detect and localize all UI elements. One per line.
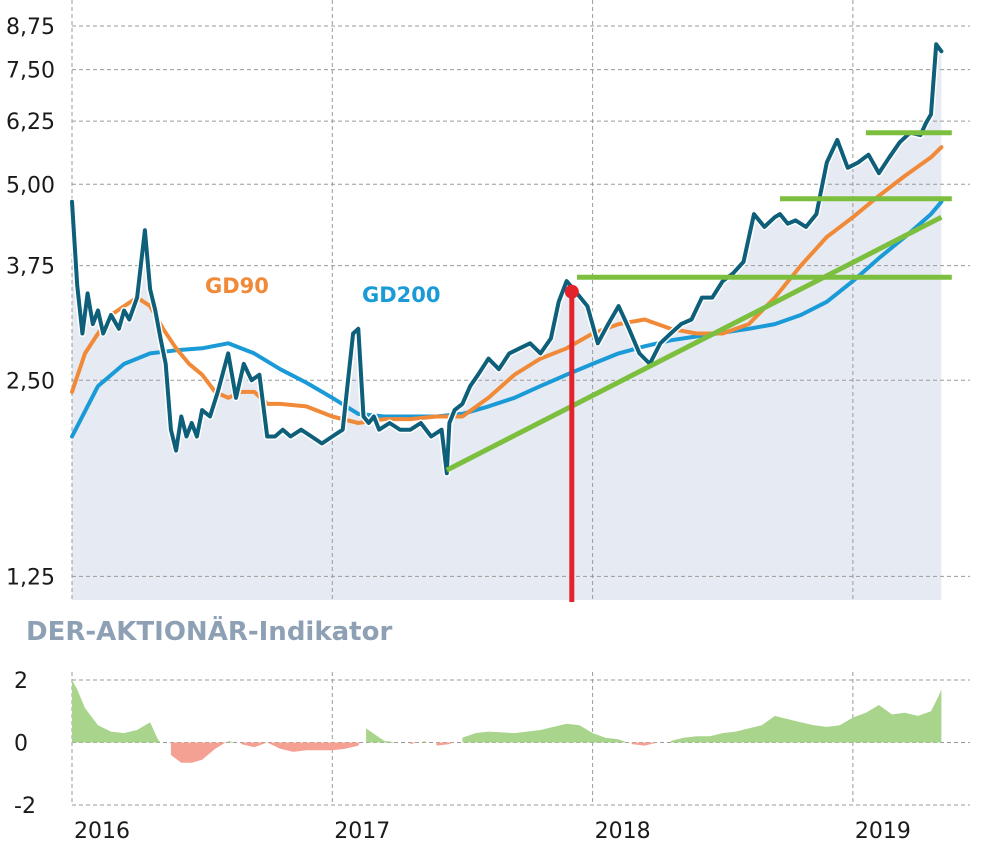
- buy-signal: [564, 284, 579, 602]
- indicator-positive-area: [366, 728, 398, 743]
- signal-dot: [564, 284, 579, 299]
- x-tick-label: 2019: [855, 819, 911, 844]
- gd200-label: GD200: [362, 283, 441, 307]
- indicator-positive-area: [72, 680, 161, 743]
- indicator-negative-area: [410, 742, 417, 745]
- gd200-line: [70, 199, 944, 439]
- x-tick-label: 2017: [334, 819, 390, 844]
- indicator-positive-area: [228, 740, 235, 743]
- indicator-positive-area: [670, 689, 942, 743]
- x-axis-ticks: 2016 2017 2018 2019: [74, 819, 911, 844]
- uptrend-line: [445, 214, 943, 473]
- price-y-tick-label: 3,75: [6, 255, 55, 280]
- indicator-y-tick-label: -2: [14, 794, 36, 819]
- indicator-y-tick-label: 2: [14, 669, 28, 694]
- indicator-panel: 2 0 -2: [14, 669, 970, 819]
- x-tick-label: 2016: [74, 819, 130, 844]
- indicator-y-axis-ticks: 2 0 -2: [14, 669, 36, 819]
- trend-lines: [445, 130, 952, 473]
- indicator-negative-area: [436, 742, 453, 746]
- indicator-negative-area: [631, 742, 658, 746]
- price-chart-panel: 8,75 7,50 6,25 5,00 3,75 2,50 1,25 GD90 GD200: [6, 0, 970, 602]
- price-y-tick-label: 2,50: [6, 369, 55, 394]
- price-line: [70, 42, 944, 476]
- indicator-negative-area: [241, 742, 268, 748]
- indicator-positive-area: [462, 723, 628, 743]
- price-y-tick-label: 5,00: [6, 173, 55, 198]
- price-y-tick-label: 6,25: [6, 110, 55, 135]
- price-y-tick-label: 1,25: [6, 565, 55, 590]
- price-gridlines: [71, 0, 970, 600]
- indicator-negative-area: [267, 742, 360, 752]
- indicator-y-tick-label: 0: [14, 732, 28, 757]
- indicator-title: DER-AKTIONÄR-Indikator: [26, 615, 392, 647]
- price-area: [72, 44, 942, 601]
- price-lines: [68, 40, 945, 477]
- price-y-axis-ticks: 8,75 7,50 6,25 5,00 3,75 2,50 1,25: [6, 15, 55, 590]
- price-area-layer: [72, 44, 942, 601]
- gd90-line: [70, 145, 944, 425]
- price-y-tick-label: 7,50: [6, 59, 55, 84]
- indicator-negative-area: [170, 742, 226, 763]
- x-tick-label: 2018: [595, 819, 651, 844]
- indicator-area: [72, 680, 942, 763]
- gd90-label: GD90: [205, 274, 269, 298]
- indicator-positive-area: [423, 740, 428, 743]
- price-y-tick-label: 8,75: [6, 15, 55, 40]
